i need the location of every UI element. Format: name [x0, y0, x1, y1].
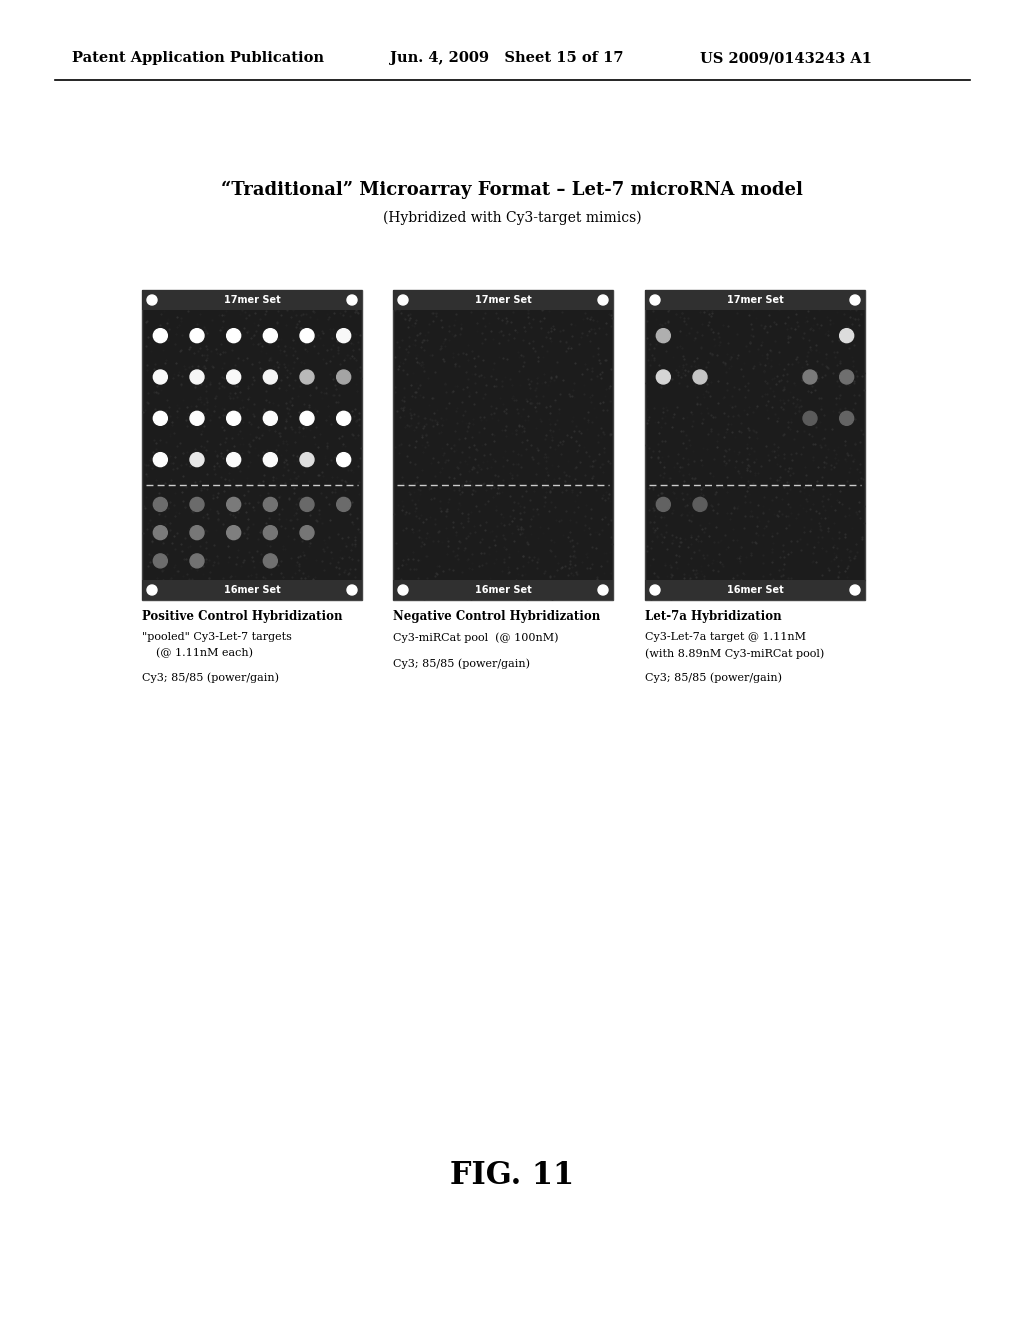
- Bar: [142, 290, 362, 601]
- Circle shape: [840, 370, 854, 384]
- Bar: [393, 290, 613, 601]
- Circle shape: [803, 370, 817, 384]
- Circle shape: [347, 294, 357, 305]
- Bar: [645, 579, 865, 601]
- Circle shape: [226, 412, 241, 425]
- Circle shape: [147, 585, 157, 595]
- Circle shape: [598, 585, 608, 595]
- Circle shape: [656, 370, 671, 384]
- Circle shape: [147, 294, 157, 305]
- Circle shape: [650, 294, 660, 305]
- Circle shape: [300, 370, 314, 384]
- Text: (@ 1.11nM each): (@ 1.11nM each): [142, 648, 253, 659]
- Text: Negative Control Hybridization: Negative Control Hybridization: [393, 610, 600, 623]
- Circle shape: [263, 412, 278, 425]
- Circle shape: [190, 412, 204, 425]
- Circle shape: [337, 498, 350, 511]
- Circle shape: [650, 585, 660, 595]
- Text: "pooled" Cy3-Let-7 targets: "pooled" Cy3-Let-7 targets: [142, 632, 292, 642]
- Circle shape: [263, 329, 278, 343]
- Text: (with 8.89nM Cy3-miRCat pool): (with 8.89nM Cy3-miRCat pool): [645, 648, 824, 659]
- Text: Cy3-Let-7a target @ 1.11nM: Cy3-Let-7a target @ 1.11nM: [645, 632, 806, 642]
- Circle shape: [850, 585, 860, 595]
- Text: US 2009/0143243 A1: US 2009/0143243 A1: [700, 51, 872, 65]
- Circle shape: [190, 329, 204, 343]
- Circle shape: [154, 525, 167, 540]
- Circle shape: [337, 453, 350, 467]
- Circle shape: [337, 329, 350, 343]
- Circle shape: [850, 294, 860, 305]
- Circle shape: [656, 498, 671, 511]
- Text: 17mer Set: 17mer Set: [727, 294, 783, 305]
- Text: Cy3-miRCat pool  (@ 100nM): Cy3-miRCat pool (@ 100nM): [393, 632, 558, 643]
- Circle shape: [398, 585, 408, 595]
- Text: 16mer Set: 16mer Set: [475, 585, 531, 595]
- Circle shape: [190, 498, 204, 511]
- Circle shape: [154, 370, 167, 384]
- Circle shape: [263, 370, 278, 384]
- Circle shape: [347, 585, 357, 595]
- Circle shape: [226, 329, 241, 343]
- Circle shape: [190, 370, 204, 384]
- Circle shape: [300, 498, 314, 511]
- Circle shape: [300, 525, 314, 540]
- Circle shape: [840, 329, 854, 343]
- Circle shape: [598, 294, 608, 305]
- Circle shape: [263, 498, 278, 511]
- Circle shape: [300, 453, 314, 467]
- Circle shape: [337, 370, 350, 384]
- Bar: [393, 290, 613, 310]
- Circle shape: [300, 412, 314, 425]
- Circle shape: [226, 525, 241, 540]
- Text: 17mer Set: 17mer Set: [223, 294, 281, 305]
- Circle shape: [190, 453, 204, 467]
- Text: FIG. 11: FIG. 11: [450, 1159, 574, 1191]
- Circle shape: [263, 554, 278, 568]
- Circle shape: [190, 554, 204, 568]
- Circle shape: [300, 329, 314, 343]
- Text: Jun. 4, 2009   Sheet 15 of 17: Jun. 4, 2009 Sheet 15 of 17: [390, 51, 624, 65]
- Text: Cy3; 85/85 (power/gain): Cy3; 85/85 (power/gain): [645, 672, 782, 682]
- Text: Cy3; 85/85 (power/gain): Cy3; 85/85 (power/gain): [142, 672, 279, 682]
- Circle shape: [656, 329, 671, 343]
- Circle shape: [226, 370, 241, 384]
- Circle shape: [154, 498, 167, 511]
- Circle shape: [226, 453, 241, 467]
- Circle shape: [263, 525, 278, 540]
- Circle shape: [693, 498, 707, 511]
- Bar: [645, 290, 865, 310]
- Text: 16mer Set: 16mer Set: [223, 585, 281, 595]
- Circle shape: [398, 294, 408, 305]
- Circle shape: [263, 453, 278, 467]
- Circle shape: [693, 370, 707, 384]
- Circle shape: [154, 554, 167, 568]
- Circle shape: [337, 412, 350, 425]
- Circle shape: [226, 498, 241, 511]
- Bar: [645, 290, 865, 601]
- Text: 16mer Set: 16mer Set: [727, 585, 783, 595]
- Circle shape: [154, 412, 167, 425]
- Circle shape: [190, 525, 204, 540]
- Text: Positive Control Hybridization: Positive Control Hybridization: [142, 610, 342, 623]
- Circle shape: [154, 329, 167, 343]
- Circle shape: [803, 412, 817, 425]
- Circle shape: [840, 412, 854, 425]
- Text: Patent Application Publication: Patent Application Publication: [72, 51, 324, 65]
- Text: Let-7a Hybridization: Let-7a Hybridization: [645, 610, 781, 623]
- Bar: [393, 579, 613, 601]
- Circle shape: [154, 453, 167, 467]
- Text: (Hybridized with Cy3-target mimics): (Hybridized with Cy3-target mimics): [383, 211, 641, 226]
- Text: 17mer Set: 17mer Set: [475, 294, 531, 305]
- Bar: [142, 290, 362, 310]
- Text: Cy3; 85/85 (power/gain): Cy3; 85/85 (power/gain): [393, 657, 530, 668]
- Bar: [142, 579, 362, 601]
- Text: “Traditional” Microarray Format – Let-7 microRNA model: “Traditional” Microarray Format – Let-7 …: [221, 181, 803, 199]
